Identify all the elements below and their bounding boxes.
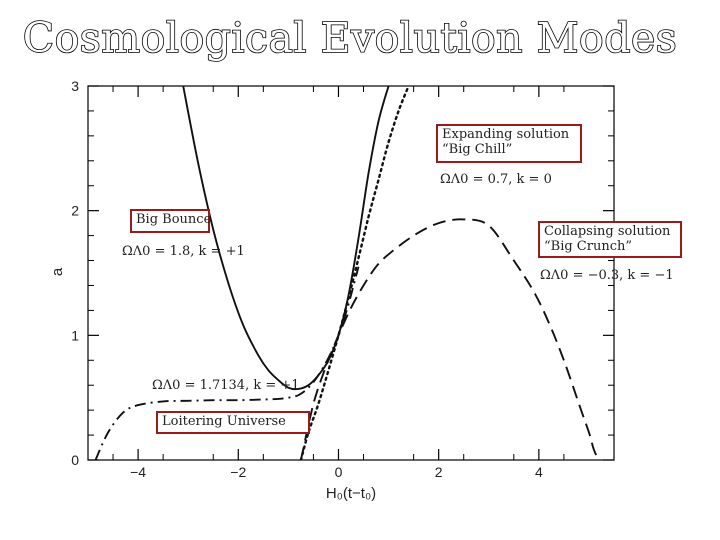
loitering-curve [94, 266, 360, 460]
big-chill-params: ΩΛ0 = 0.7, k = 0 [440, 172, 552, 187]
y-tick-label: 3 [71, 78, 79, 94]
callout-big-chill-line2: “Big Chill” [442, 142, 513, 157]
big-bounce-params: ΩΛ0 = 1.8, k = +1 [122, 244, 245, 259]
slide-title: Cosmological Evolution Modes [22, 13, 678, 63]
y-tick-label: 2 [71, 203, 79, 219]
curves [94, 86, 600, 460]
callout-big-crunch-line1: Collapsing solution [544, 224, 671, 239]
callout-loitering: Loitering Universe [156, 411, 310, 434]
x-tick-label: 0 [335, 464, 343, 480]
x-tick-label: 4 [535, 464, 543, 480]
callout-loitering-label: Loitering Universe [162, 414, 286, 429]
big-crunch-params: ΩΛ0 = −0.3, k = −1 [540, 268, 674, 283]
callout-big-crunch-line2: “Big Crunch” [544, 239, 633, 254]
loitering-params: ΩΛ0 = 1.7134, k = +1 [152, 378, 300, 393]
plot-frame [87, 85, 615, 461]
x-tick-label: −4 [130, 464, 146, 480]
callout-big-crunch: Collapsing solution “Big Crunch” [538, 221, 682, 258]
callout-big-chill: Expanding solution “Big Chill” [436, 124, 582, 163]
x-tick-label: −2 [230, 464, 246, 480]
x-axis-label: H₀(t−t₀) [326, 485, 376, 502]
y-axis-label: a [49, 267, 66, 276]
x-tick-label: 2 [435, 464, 443, 480]
y-tick-label: 1 [71, 327, 79, 343]
callout-big-bounce: Big Bounce [130, 209, 212, 233]
callout-big-chill-line1: Expanding solution [442, 127, 570, 142]
big-bounce-curve [182, 86, 390, 391]
axis-ticks [88, 85, 614, 461]
y-tick-label: 0 [71, 452, 79, 468]
callout-big-bounce-label: Big Bounce [136, 212, 212, 227]
big-chill-curve [299, 86, 410, 460]
axis-tick-labels: −4 −2 0 2 4 0 1 2 3 [71, 78, 543, 480]
